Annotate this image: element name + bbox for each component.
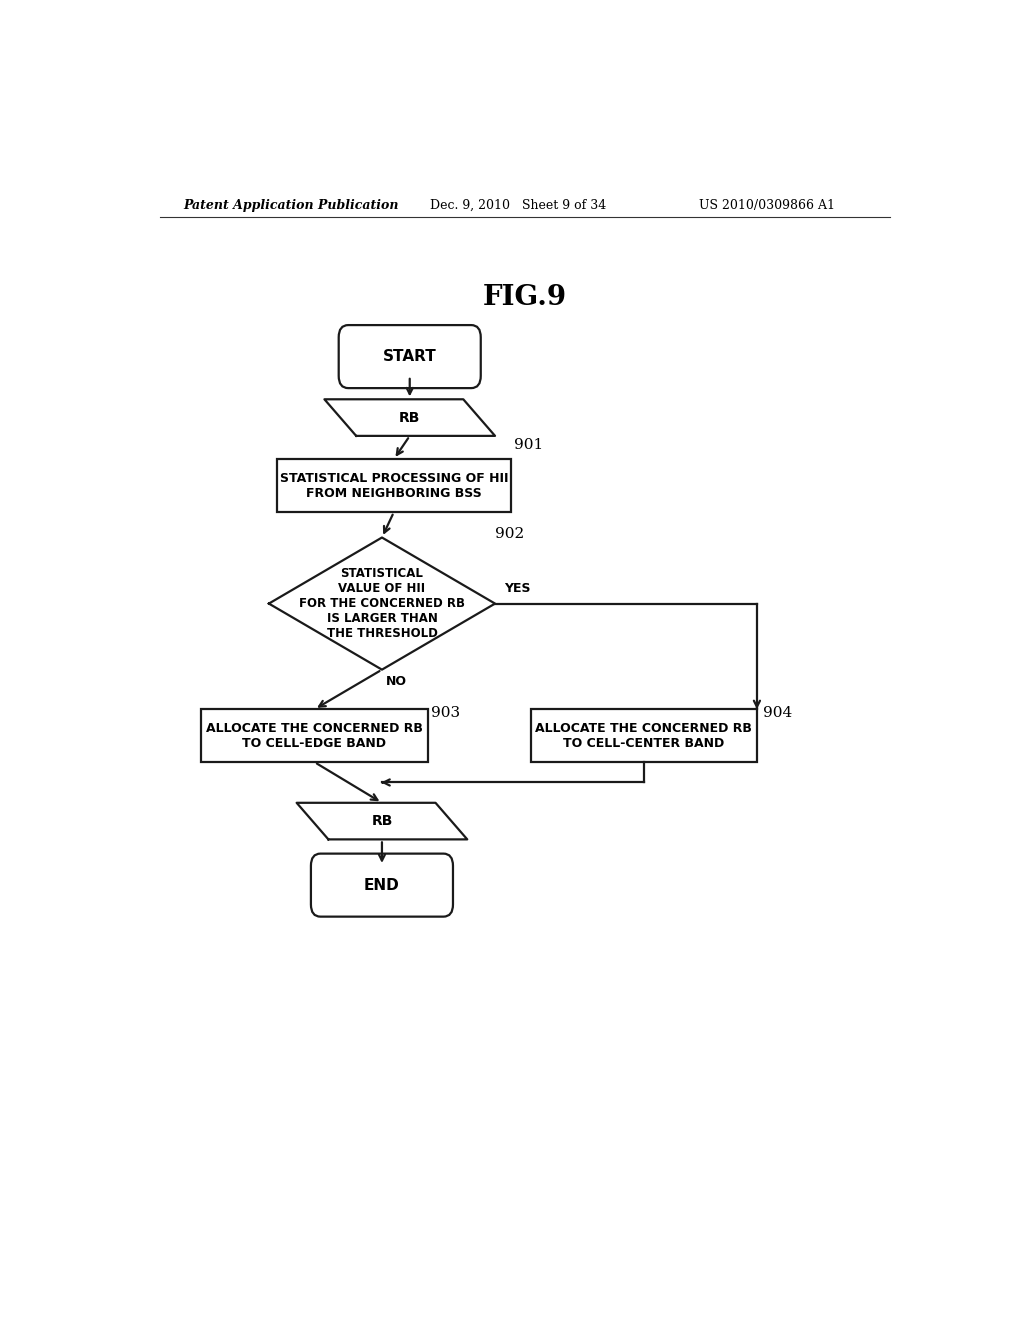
Text: YES: YES bbox=[505, 582, 531, 595]
Text: RB: RB bbox=[399, 411, 421, 425]
FancyBboxPatch shape bbox=[311, 854, 453, 916]
Text: ALLOCATE THE CONCERNED RB
TO CELL-CENTER BAND: ALLOCATE THE CONCERNED RB TO CELL-CENTER… bbox=[536, 722, 753, 750]
Text: 902: 902 bbox=[496, 528, 524, 541]
Text: ALLOCATE THE CONCERNED RB
TO CELL-EDGE BAND: ALLOCATE THE CONCERNED RB TO CELL-EDGE B… bbox=[206, 722, 423, 750]
Bar bbox=[202, 709, 428, 762]
Text: STATISTICAL PROCESSING OF HII
FROM NEIGHBORING BSS: STATISTICAL PROCESSING OF HII FROM NEIGH… bbox=[280, 471, 508, 500]
Text: 903: 903 bbox=[431, 706, 460, 721]
Text: NO: NO bbox=[386, 675, 407, 688]
Bar bbox=[276, 459, 511, 512]
Bar bbox=[530, 709, 757, 762]
Polygon shape bbox=[269, 537, 495, 669]
FancyBboxPatch shape bbox=[339, 325, 480, 388]
Polygon shape bbox=[325, 399, 495, 436]
Text: Dec. 9, 2010   Sheet 9 of 34: Dec. 9, 2010 Sheet 9 of 34 bbox=[430, 198, 606, 211]
Polygon shape bbox=[297, 803, 467, 840]
Text: 904: 904 bbox=[763, 706, 793, 721]
Text: US 2010/0309866 A1: US 2010/0309866 A1 bbox=[699, 198, 836, 211]
Text: START: START bbox=[383, 348, 436, 364]
Text: FIG.9: FIG.9 bbox=[482, 284, 567, 312]
Text: STATISTICAL
VALUE OF HII
FOR THE CONCERNED RB
IS LARGER THAN
THE THRESHOLD: STATISTICAL VALUE OF HII FOR THE CONCERN… bbox=[299, 568, 465, 640]
Text: 901: 901 bbox=[514, 438, 544, 451]
Text: Patent Application Publication: Patent Application Publication bbox=[183, 198, 399, 211]
Text: END: END bbox=[365, 878, 399, 892]
Text: RB: RB bbox=[372, 814, 392, 828]
